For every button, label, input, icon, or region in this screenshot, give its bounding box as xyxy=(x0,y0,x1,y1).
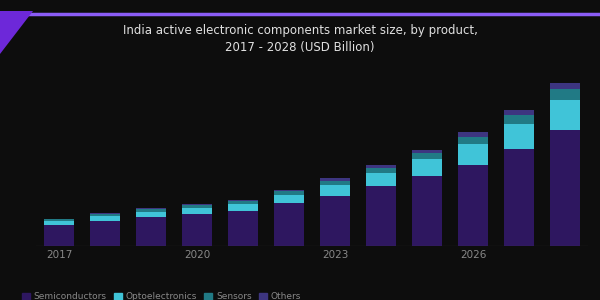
Bar xyxy=(136,209,166,211)
Bar xyxy=(136,217,166,246)
Bar xyxy=(320,196,350,246)
Bar xyxy=(228,200,258,201)
Bar xyxy=(550,130,580,246)
Bar xyxy=(550,83,580,89)
Bar xyxy=(44,218,74,219)
Bar xyxy=(412,150,442,153)
Bar xyxy=(182,214,212,246)
Bar xyxy=(274,203,304,246)
Bar xyxy=(504,149,534,246)
Bar xyxy=(320,181,350,185)
Bar xyxy=(274,195,304,203)
Bar xyxy=(182,204,212,206)
Bar xyxy=(182,208,212,214)
Bar xyxy=(320,185,350,196)
Bar xyxy=(228,201,258,204)
Bar xyxy=(90,216,120,221)
Bar xyxy=(182,206,212,208)
Bar xyxy=(458,144,488,165)
Bar xyxy=(366,165,396,167)
Bar xyxy=(228,204,258,211)
Bar xyxy=(412,176,442,246)
Text: India active electronic components market size, by product,
2017 - 2028 (USD Bil: India active electronic components marke… xyxy=(122,24,478,54)
Bar xyxy=(458,136,488,144)
Bar xyxy=(44,219,74,221)
Bar xyxy=(228,211,258,246)
Bar xyxy=(44,221,74,225)
Bar xyxy=(320,178,350,181)
Bar xyxy=(90,221,120,246)
Bar xyxy=(504,115,534,124)
Bar xyxy=(504,124,534,149)
Bar xyxy=(136,208,166,209)
Bar xyxy=(44,225,74,246)
Bar xyxy=(550,89,580,100)
Bar xyxy=(504,110,534,115)
Bar xyxy=(274,191,304,195)
Bar xyxy=(550,100,580,130)
Bar xyxy=(458,165,488,246)
Bar xyxy=(136,212,166,217)
Legend: Semiconductors, Optoelectronics, Sensors, Others: Semiconductors, Optoelectronics, Sensors… xyxy=(19,289,305,300)
Bar xyxy=(90,214,120,216)
Bar xyxy=(366,172,396,186)
Bar xyxy=(458,132,488,137)
Bar xyxy=(412,153,442,159)
Bar xyxy=(412,159,442,176)
Bar xyxy=(274,190,304,191)
Bar xyxy=(366,186,396,246)
Bar xyxy=(366,167,396,172)
Bar xyxy=(90,213,120,214)
